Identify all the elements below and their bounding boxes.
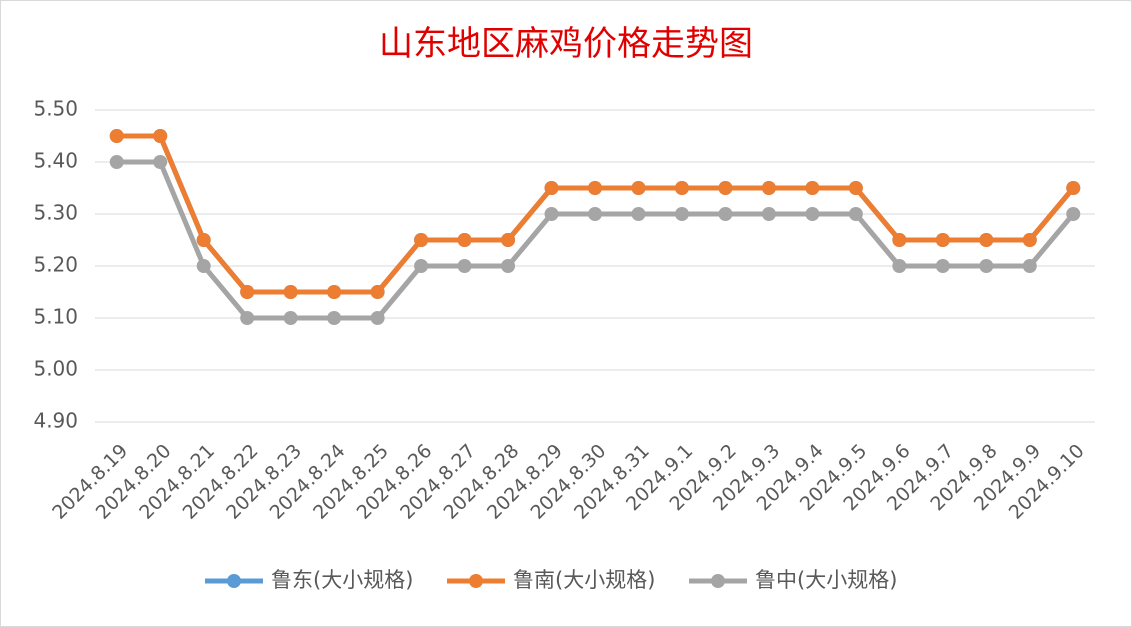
data-point: [892, 233, 907, 247]
data-point: [761, 207, 776, 221]
data-point: [588, 207, 602, 221]
legend-marker: [227, 574, 241, 588]
data-point: [892, 259, 907, 273]
data-point: [1066, 207, 1081, 221]
data-point: [457, 233, 472, 247]
y-tick-label: 5.10: [33, 305, 78, 329]
legend-marker: [469, 574, 483, 588]
data-point: [588, 181, 602, 195]
data-point: [414, 233, 429, 247]
data-point: [631, 207, 646, 221]
data-point: [544, 207, 559, 221]
data-point: [1066, 181, 1081, 195]
data-point: [109, 129, 124, 143]
data-point: [805, 207, 820, 221]
data-point: [283, 285, 298, 299]
data-point: [501, 233, 516, 247]
data-point: [240, 285, 255, 299]
data-point: [283, 311, 298, 325]
legend-label: 鲁中(大小规格): [755, 568, 897, 592]
data-point: [414, 259, 429, 273]
data-point: [674, 207, 689, 221]
y-tick-label: 5.30: [33, 201, 78, 225]
data-point: [848, 207, 863, 221]
chart-title: 山东地区麻鸡价格走势图: [379, 24, 753, 64]
data-point: [109, 155, 124, 169]
data-point: [979, 259, 994, 273]
data-point: [935, 233, 950, 247]
data-point: [153, 129, 168, 143]
y-tick-label: 4.90: [33, 409, 78, 433]
data-point: [501, 259, 516, 273]
legend-label: 鲁东(大小规格): [271, 568, 413, 592]
data-point: [631, 181, 646, 195]
data-point: [327, 311, 342, 325]
data-point: [805, 181, 820, 195]
data-point: [979, 233, 994, 247]
legend-label: 鲁南(大小规格): [513, 568, 655, 592]
data-point: [935, 259, 950, 273]
y-tick-label: 5.20: [33, 253, 78, 277]
data-point: [370, 311, 385, 325]
data-point: [848, 181, 863, 195]
y-tick-label: 5.50: [33, 97, 78, 121]
data-point: [196, 233, 211, 247]
data-point: [761, 181, 776, 195]
data-point: [240, 311, 255, 325]
data-point: [544, 181, 559, 195]
data-point: [457, 259, 472, 273]
data-point: [1022, 259, 1037, 273]
data-point: [370, 285, 385, 299]
y-tick-label: 5.00: [33, 357, 78, 381]
data-point: [718, 181, 733, 195]
data-point: [674, 181, 689, 195]
data-point: [718, 207, 733, 221]
data-point: [327, 285, 342, 299]
data-point: [153, 155, 168, 169]
data-point: [196, 259, 211, 273]
legend-marker: [711, 574, 725, 588]
data-point: [1022, 233, 1037, 247]
y-tick-label: 5.40: [33, 149, 78, 173]
